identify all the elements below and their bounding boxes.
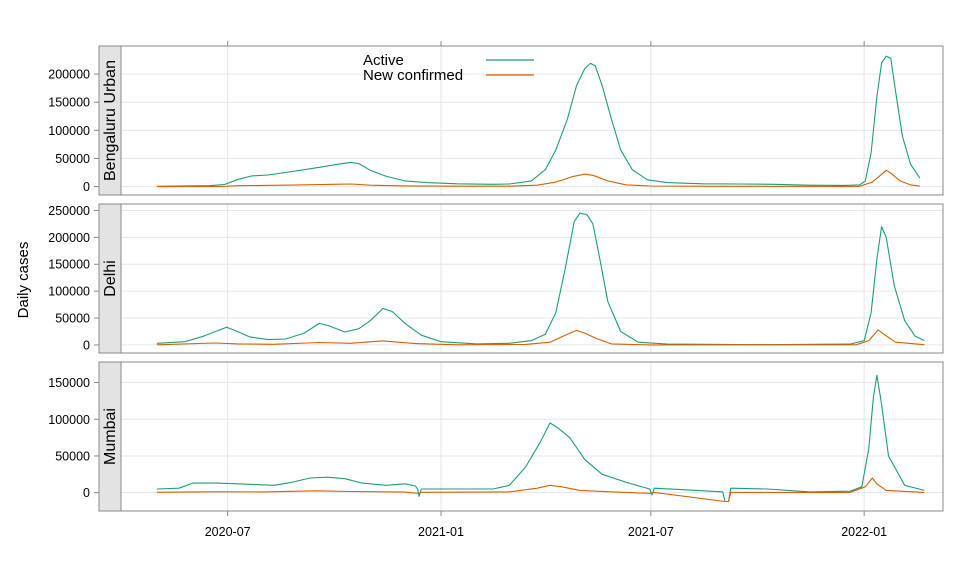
panel-mumbai: Mumbai 0 50000 100000 150000 (48, 361, 944, 512)
panel-bengaluru-urban: Bengaluru Urban 0 50000 100000 150000 200000 (48, 45, 944, 196)
series-line-active-mumbai (156, 374, 925, 503)
panel-background (121, 362, 943, 511)
x-tick-label: 2020-07 (205, 525, 251, 539)
y-tick-label: 0 (83, 180, 90, 194)
panel-frame (120, 203, 944, 354)
y-tick-label: 50000 (55, 449, 90, 463)
x-tick-label: 2022-01 (841, 525, 887, 539)
y-tick-label: 100000 (48, 413, 90, 427)
series-line-new-confirmed-mumbai (156, 477, 925, 503)
panel-strip-label: Mumbai (102, 408, 119, 465)
panels: Bengaluru Urban050000100000150000200000D… (48, 45, 944, 512)
legend-label-active: Active (363, 52, 404, 69)
y-tick-label: 50000 (55, 152, 90, 166)
y-tick-label: 0 (83, 338, 90, 352)
y-tick-label: 250000 (48, 204, 90, 218)
series-line-new-confirmed-bengaluru-urban (156, 169, 920, 188)
x-axis: 2020-07 2021-01 2021-07 2022-01 (205, 41, 887, 539)
y-tick-label: 150000 (48, 258, 90, 272)
panel-strip-label: Bengaluru Urban (102, 60, 119, 181)
x-tick-label: 2021-01 (418, 525, 464, 539)
x-tick-label: 2021-07 (628, 525, 674, 539)
legend-label-new-confirmed: New confirmed (363, 67, 463, 84)
panel-strip-label: Delhi (102, 260, 119, 296)
panel-frame (120, 361, 944, 512)
panel-background (121, 204, 943, 353)
y-tick-label: 200000 (48, 68, 90, 82)
y-tick-label: 150000 (48, 96, 90, 110)
panel-delhi: Delhi 0 50000 100000 150000 200000 250000 (48, 203, 944, 354)
series-line-active-bengaluru-urban (156, 55, 921, 187)
y-tick-label: 100000 (48, 285, 90, 299)
panel-background (121, 46, 943, 195)
series-line-active-delhi (156, 212, 925, 346)
y-tick-label: 200000 (48, 231, 90, 245)
y-tick-label: 50000 (55, 312, 90, 326)
y-axis-label: Daily cases (15, 242, 32, 319)
panel-frame (120, 45, 944, 196)
y-tick-label: 150000 (48, 376, 90, 390)
y-tick-label: 100000 (48, 124, 90, 138)
y-tick-label: 0 (83, 486, 90, 500)
series-line-new-confirmed-delhi (156, 329, 925, 346)
